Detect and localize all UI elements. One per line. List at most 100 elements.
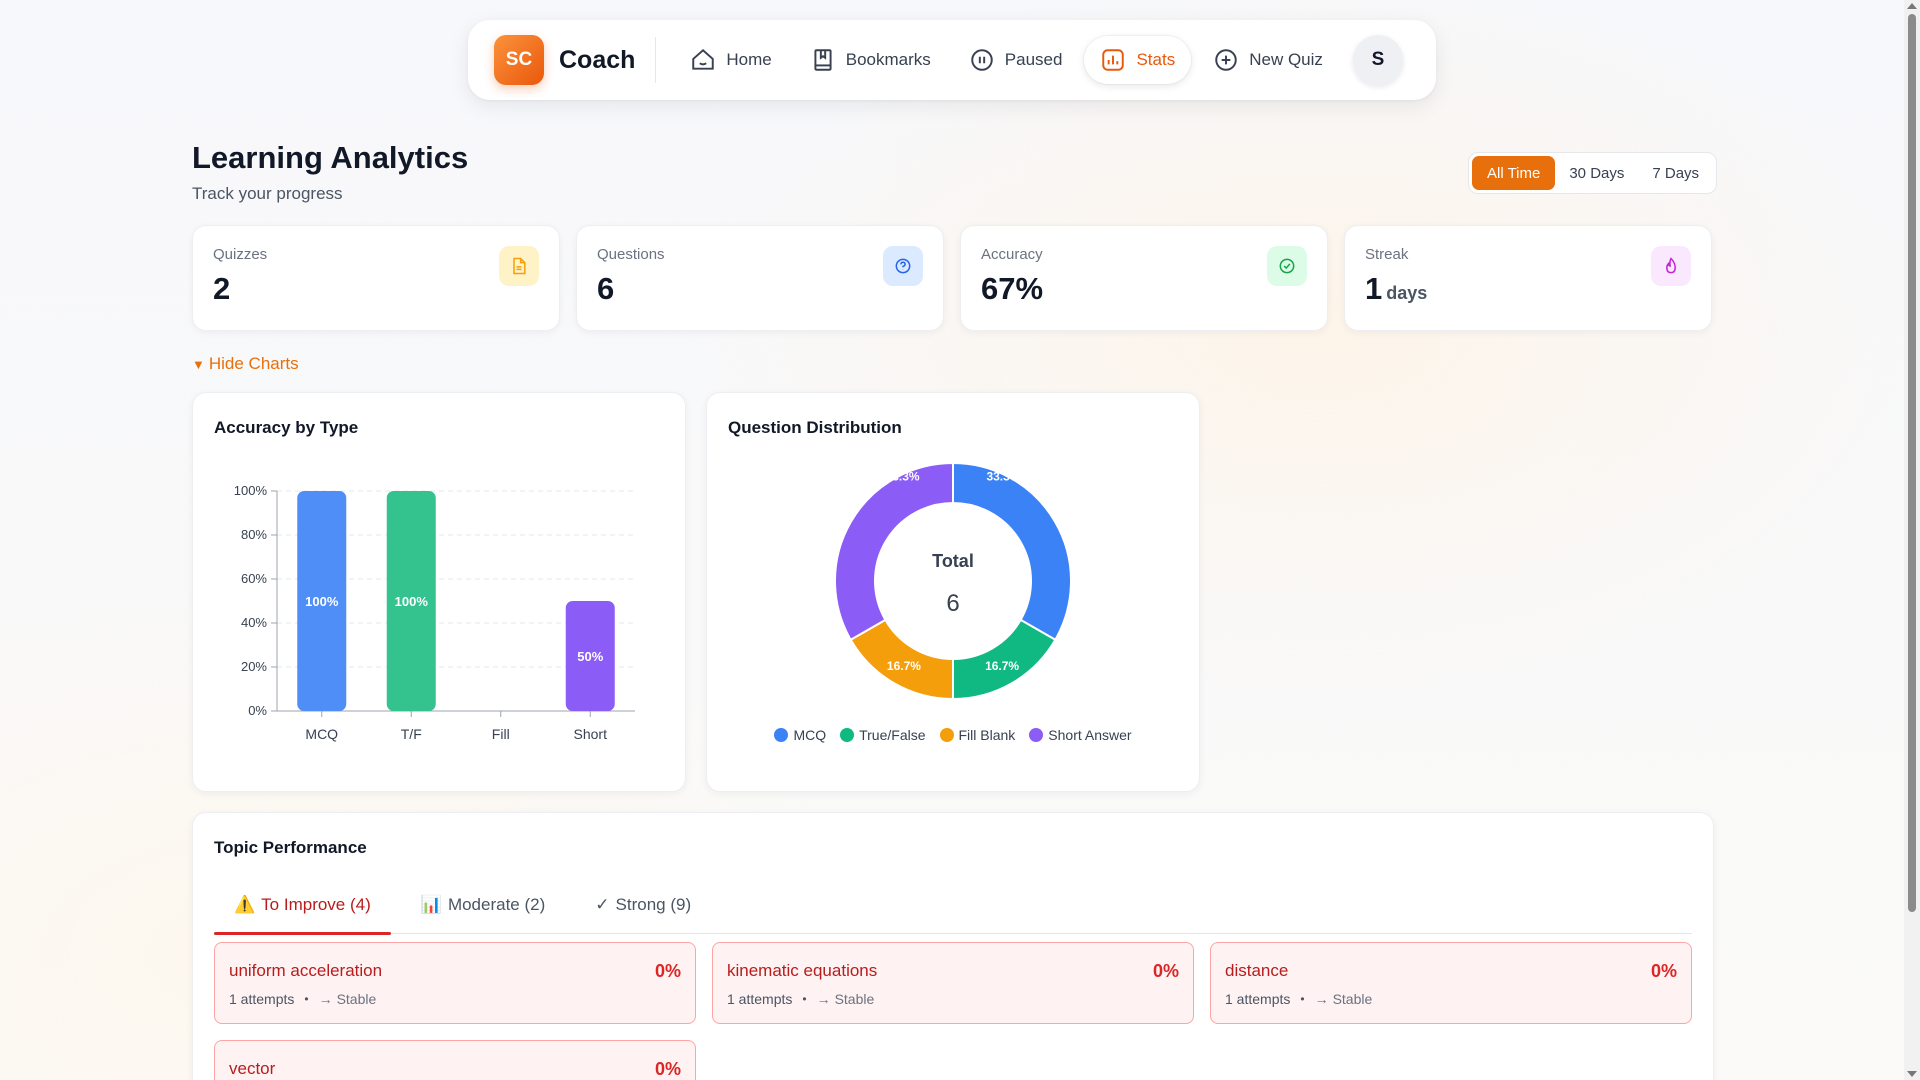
stats-icon [1102,49,1125,71]
stat-value: 67% [981,271,1044,306]
bookmark-icon [814,49,832,71]
check-icon: ✓ [595,895,610,914]
stat-label: Quizzes [213,246,268,263]
nav-paused[interactable]: Paused [953,36,1079,84]
home-icon [692,48,715,70]
nav-home[interactable]: Home [674,36,787,84]
arrow-right-icon: → [1314,991,1329,1007]
topic-meta: 1 attempts • → Stable [727,991,874,1007]
page-scrollbar[interactable] [1904,0,1920,1080]
x-tick-label: T/F [401,726,422,742]
logo-text[interactable]: Coach [559,45,636,74]
legend-item-short-answer[interactable]: Short Answer [1029,727,1132,743]
topic-meta: 1 attempts • → Stable [229,991,376,1007]
stat-value: 2 [213,271,231,306]
tab-strong[interactable]: ✓ Strong (9) [575,876,711,934]
x-tick-label: Short [574,726,608,742]
y-tick-label: 60% [241,571,267,586]
scrollbar-thumb[interactable] [1908,14,1916,912]
range-all-time-button[interactable]: All Time [1472,156,1556,190]
nav-divider [655,37,657,83]
accuracy-by-type-card: Accuracy by Type 0% 20% 40% 60% 80% 100% 100% M… [192,392,686,792]
hide-charts-toggle[interactable]: ▼ Hide Charts [192,354,299,374]
range-30-days-button[interactable]: 30 Days [1569,164,1625,182]
logo-badge[interactable]: SC [494,35,544,85]
scroll-down-icon[interactable] [1907,1071,1917,1077]
bar-value-label: 50% [577,649,603,664]
stat-unit: days [1386,283,1428,303]
topic-percentage: 0% [1650,961,1677,981]
top-navbar: SC Coach Home Bookmarks Paused Stats New… [468,20,1436,100]
topic-item[interactable]: vector 0% [214,1040,696,1080]
separator-dot: • [1300,992,1305,1006]
caret-down-icon: ▼ [192,356,205,372]
slice-value-label: 16.7% [887,659,921,673]
stat-label: Streak [1365,246,1409,263]
range-7-days-button[interactable]: 7 Days [1652,164,1700,182]
nav-new-quiz-label: New Quiz [1249,50,1323,69]
stat-card-streak: Streak 1 days [1344,225,1712,331]
x-tick-label: MCQ [305,726,338,742]
donut-center-label: Total [932,551,974,571]
hide-charts-label: Hide Charts [208,354,299,373]
slice-value-label: 16.7% [985,659,1019,673]
nav-new-quiz[interactable]: New Quiz [1197,36,1339,84]
chart-legend: MCQ True/False Fill Blank Short Answer [707,727,1199,743]
stat-card-accuracy: Accuracy 67% [960,225,1328,331]
legend-item-fill-blank[interactable]: Fill Blank [939,727,1015,743]
stat-label: Accuracy [981,246,1043,263]
flame-icon [1651,246,1691,286]
nav-home-label: Home [726,50,772,69]
topic-percentage: 0% [654,961,681,981]
topic-performance-card: Topic Performance ⚠️ To Improve (4) 📊 Mo… [192,812,1714,1080]
page-title: Learning Analytics [192,140,469,175]
help-circle-icon [883,246,923,286]
nav-paused-label: Paused [1004,50,1063,69]
stat-label: Questions [597,246,665,263]
warning-icon: ⚠️ [234,895,256,914]
legend-item-true-false[interactable]: True/False [840,727,926,743]
bar-short [565,601,615,711]
legend-swatch [774,728,789,742]
nav-stats[interactable]: Stats [1084,36,1192,84]
tab-label: To Improve (4) [261,895,371,914]
document-icon [499,246,539,286]
donut-center-value: 6 [946,590,959,617]
question-distribution-donut: 33.3% 16.7% 16.7% 33.3% Total 6 [834,461,1072,701]
chart-title: Question Distribution [728,418,902,437]
separator-dot: • [802,992,807,1006]
topic-tabs: ⚠️ To Improve (4) 📊 Moderate (2) ✓ Stron… [214,876,1692,935]
tab-label: Strong (9) [615,895,692,914]
bar-mcq [297,491,347,711]
chart-title: Accuracy by Type [214,418,359,437]
topic-trend: Stable [1332,991,1373,1007]
topic-meta: 1 attempts • → Stable [1225,991,1372,1007]
tab-moderate[interactable]: 📊 Moderate (2) [401,876,566,934]
check-circle-icon [1267,246,1307,286]
legend-item-mcq[interactable]: MCQ [774,727,826,743]
legend-swatch [1029,728,1044,742]
topic-attempts: 1 attempts [1225,991,1291,1007]
topic-item[interactable]: distance 0% 1 attempts • → Stable [1210,942,1692,1024]
separator-dot: • [304,992,309,1006]
x-tick-label: Fill [492,726,510,742]
topic-percentage: 0% [1152,961,1179,981]
arrow-right-icon: → [816,991,831,1007]
topic-performance-title: Topic Performance [214,838,367,857]
topic-trend: Stable [834,991,875,1007]
topic-name: distance [1225,961,1289,980]
scroll-up-icon[interactable] [1907,3,1917,9]
tab-label: Moderate (2) [447,895,546,914]
user-avatar[interactable]: S [1352,35,1403,85]
y-tick-label: 20% [241,659,267,674]
time-range-selector: All Time 30 Days 7 Days [1468,152,1718,194]
nav-bookmarks[interactable]: Bookmarks [794,36,947,84]
tab-to-improve[interactable]: ⚠️ To Improve (4) [214,876,391,935]
topic-item[interactable]: uniform acceleration 0% 1 attempts • → S… [214,942,696,1024]
slice-short-answer [834,461,954,642]
y-tick-label: 40% [241,615,267,630]
topic-attempts: 1 attempts [229,991,295,1007]
topic-item[interactable]: kinematic equations 0% 1 attempts • → St… [712,942,1194,1024]
legend-swatch [840,728,855,742]
accuracy-bar-chart: 0% 20% 40% 60% 80% 100% 100% MCQ 100% T/F Fill 50% S… [234,483,635,742]
